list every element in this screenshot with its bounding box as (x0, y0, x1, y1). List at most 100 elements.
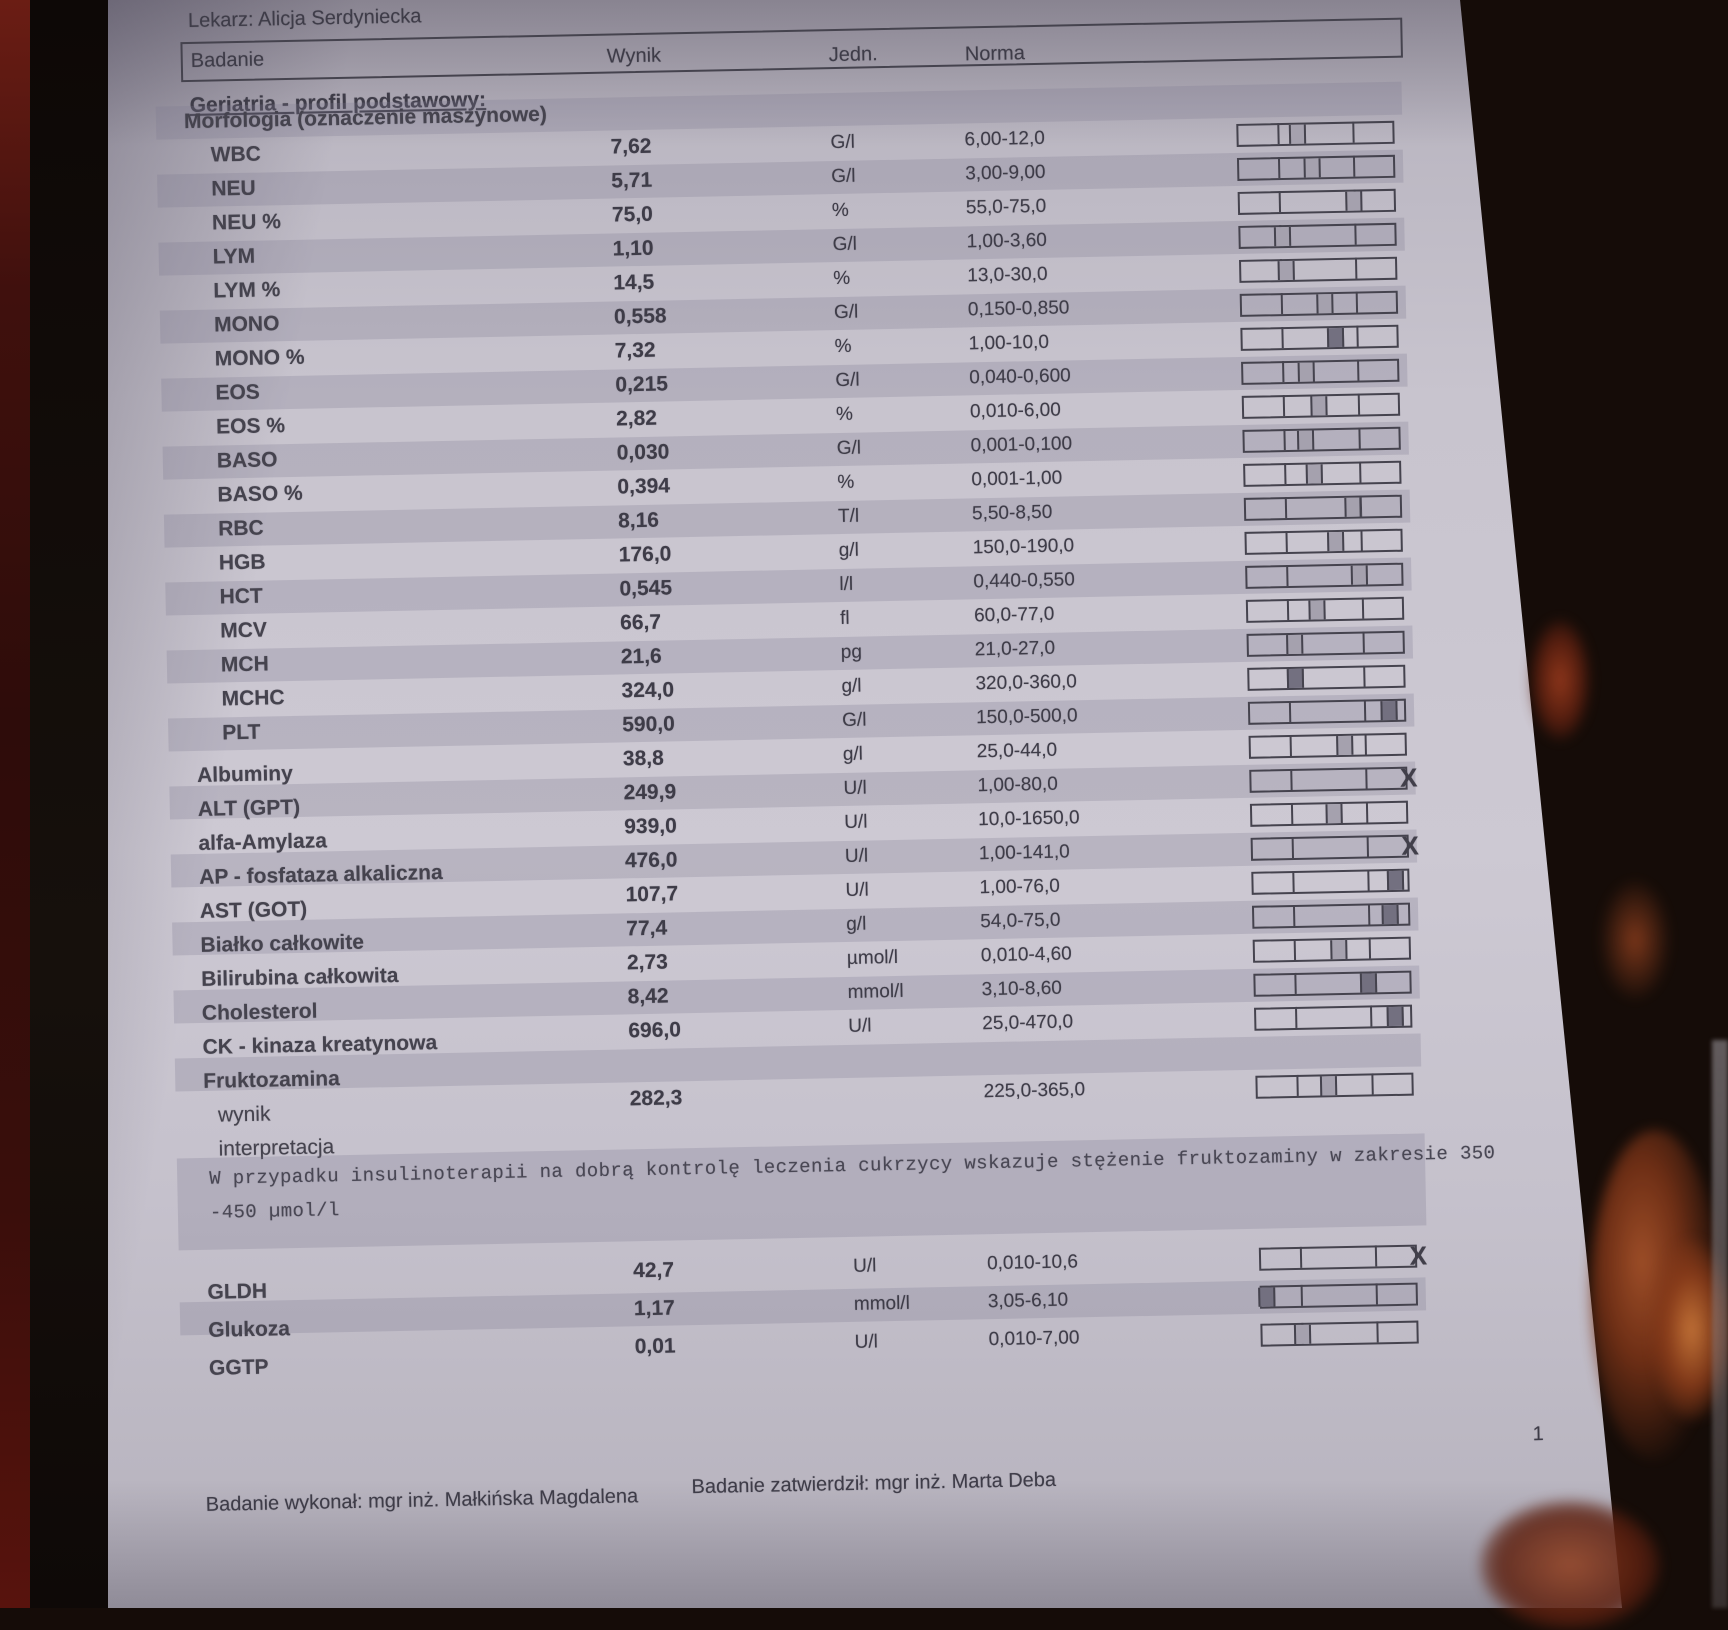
result-value: 249,9 (623, 780, 677, 805)
norm-range: 1,00-3,60 (966, 229, 1048, 253)
range-marker (1345, 191, 1363, 211)
result-unit: G/l (830, 131, 856, 154)
range-marker (1308, 600, 1326, 620)
range-marker (1289, 124, 1307, 144)
range-bar-divider (1367, 903, 1371, 925)
range-bar (1240, 324, 1399, 351)
background-edge-highlight (1712, 1040, 1728, 1608)
range-bar-divider (1363, 699, 1367, 721)
range-bar (1246, 630, 1405, 657)
range-bar-divider (1374, 1245, 1378, 1267)
result-unit: % (831, 199, 850, 222)
result-value: 75,0 (611, 202, 654, 227)
result-value: 14,5 (613, 270, 655, 295)
range-marker (1336, 735, 1354, 756)
range-marker (1297, 362, 1315, 382)
range-bar-divider (1282, 429, 1286, 451)
norm-range: 0,440-0,550 (973, 569, 1076, 593)
test-name: MONO % (214, 345, 305, 371)
norm-range: 13,0-30,0 (967, 263, 1048, 287)
result-value: 42,7 (632, 1258, 675, 1283)
range-bar-divider (1354, 257, 1358, 279)
result-value: 476,0 (624, 848, 678, 873)
range-marker (1319, 1076, 1338, 1096)
result-unit: G/l (832, 233, 858, 256)
norm-range: 150,0-500,0 (975, 705, 1078, 729)
test-name: BASO (216, 448, 278, 473)
result-value: 8,16 (617, 508, 660, 533)
result-unit: T/l (837, 505, 860, 528)
result-value: 0,394 (617, 474, 671, 499)
result-value: 1,17 (633, 1296, 676, 1321)
result-value: 107,7 (625, 882, 679, 907)
range-bar (1244, 528, 1403, 555)
result-unit: % (835, 403, 854, 426)
result-unit: pg (840, 641, 863, 664)
result-value: 77,4 (626, 916, 668, 941)
norm-range: 3,10-8,60 (981, 977, 1063, 1001)
test-name: PLT (222, 720, 261, 745)
norm-range: 3,00-9,00 (965, 161, 1046, 185)
test-name: BASO % (217, 481, 303, 507)
range-bar (1239, 256, 1398, 283)
result-unit: % (833, 267, 851, 290)
range-marker (1344, 497, 1362, 517)
result-value: 696,0 (628, 1018, 682, 1043)
range-marker (1286, 634, 1304, 655)
result-unit: g/l (846, 913, 867, 935)
result-value: 1,10 (612, 236, 654, 261)
range-bar (1245, 596, 1405, 623)
result-value: 0,558 (613, 304, 667, 329)
range-marker (1330, 939, 1348, 960)
norm-range: 0,001-0,100 (970, 433, 1073, 457)
result-value: 7,62 (610, 134, 652, 159)
result-value: 21,6 (620, 644, 662, 669)
result-value: 0,030 (616, 440, 670, 465)
result-value: 0,545 (619, 576, 673, 601)
range-bar (1255, 1072, 1414, 1099)
range-bar (1247, 664, 1406, 691)
range-bar-divider (1293, 972, 1297, 994)
result-unit: fl (839, 607, 850, 630)
result-unit: G/l (833, 301, 859, 324)
out-of-range-x-icon: X (1399, 762, 1418, 793)
out-of-range-x-icon: X (1401, 830, 1420, 861)
range-bar-divider (1363, 665, 1366, 687)
results-table: Morfologia (oznaczenie maszynowe) WBC 7,62… (106, 0, 1626, 1380)
range-bar-divider (1290, 802, 1293, 825)
range-bar (1258, 1282, 1419, 1309)
result-unit: g/l (842, 743, 864, 765)
result-unit: mmol/l (853, 1292, 911, 1315)
test-name: MCH (220, 652, 269, 677)
range-bar-divider (1368, 937, 1371, 959)
result-unit: G/l (841, 709, 867, 731)
range-bar (1260, 1320, 1419, 1347)
result-unit: l/l (839, 573, 854, 596)
interpretation-text-line2: -450 µmol/l (209, 1199, 340, 1224)
range-bar-divider (1289, 768, 1293, 791)
report-content: Lekarz: Alicja Serdyniecka Badanie Wynik… (106, 0, 1658, 1611)
result-unit: % (837, 471, 855, 494)
test-name: EOS % (215, 414, 286, 439)
result-value: 590,0 (621, 712, 675, 737)
norm-range: 0,040-0,600 (969, 365, 1071, 389)
result-value: 2,73 (626, 950, 669, 975)
range-bar-divider (1362, 631, 1365, 653)
range-bar: X (1249, 762, 1418, 793)
range-bar (1236, 120, 1395, 147)
range-bar (1251, 868, 1410, 895)
range-bar-divider (1277, 157, 1280, 179)
norm-range: 1,00-141,0 (978, 841, 1070, 865)
range-bar-divider (1366, 835, 1369, 857)
range-bar-divider (1359, 461, 1362, 483)
range-bar (1247, 698, 1407, 725)
result-unit: g/l (838, 539, 860, 562)
range-bar-divider (1355, 291, 1359, 313)
range-marker (1325, 803, 1343, 824)
result-unit: µmol/l (846, 946, 899, 969)
range-bar-divider (1291, 836, 1294, 859)
result-unit: U/l (852, 1255, 877, 1277)
result-unit: % (834, 335, 852, 358)
column-header-unit: Jedn. (828, 43, 878, 67)
range-bar-divider (1365, 767, 1368, 789)
